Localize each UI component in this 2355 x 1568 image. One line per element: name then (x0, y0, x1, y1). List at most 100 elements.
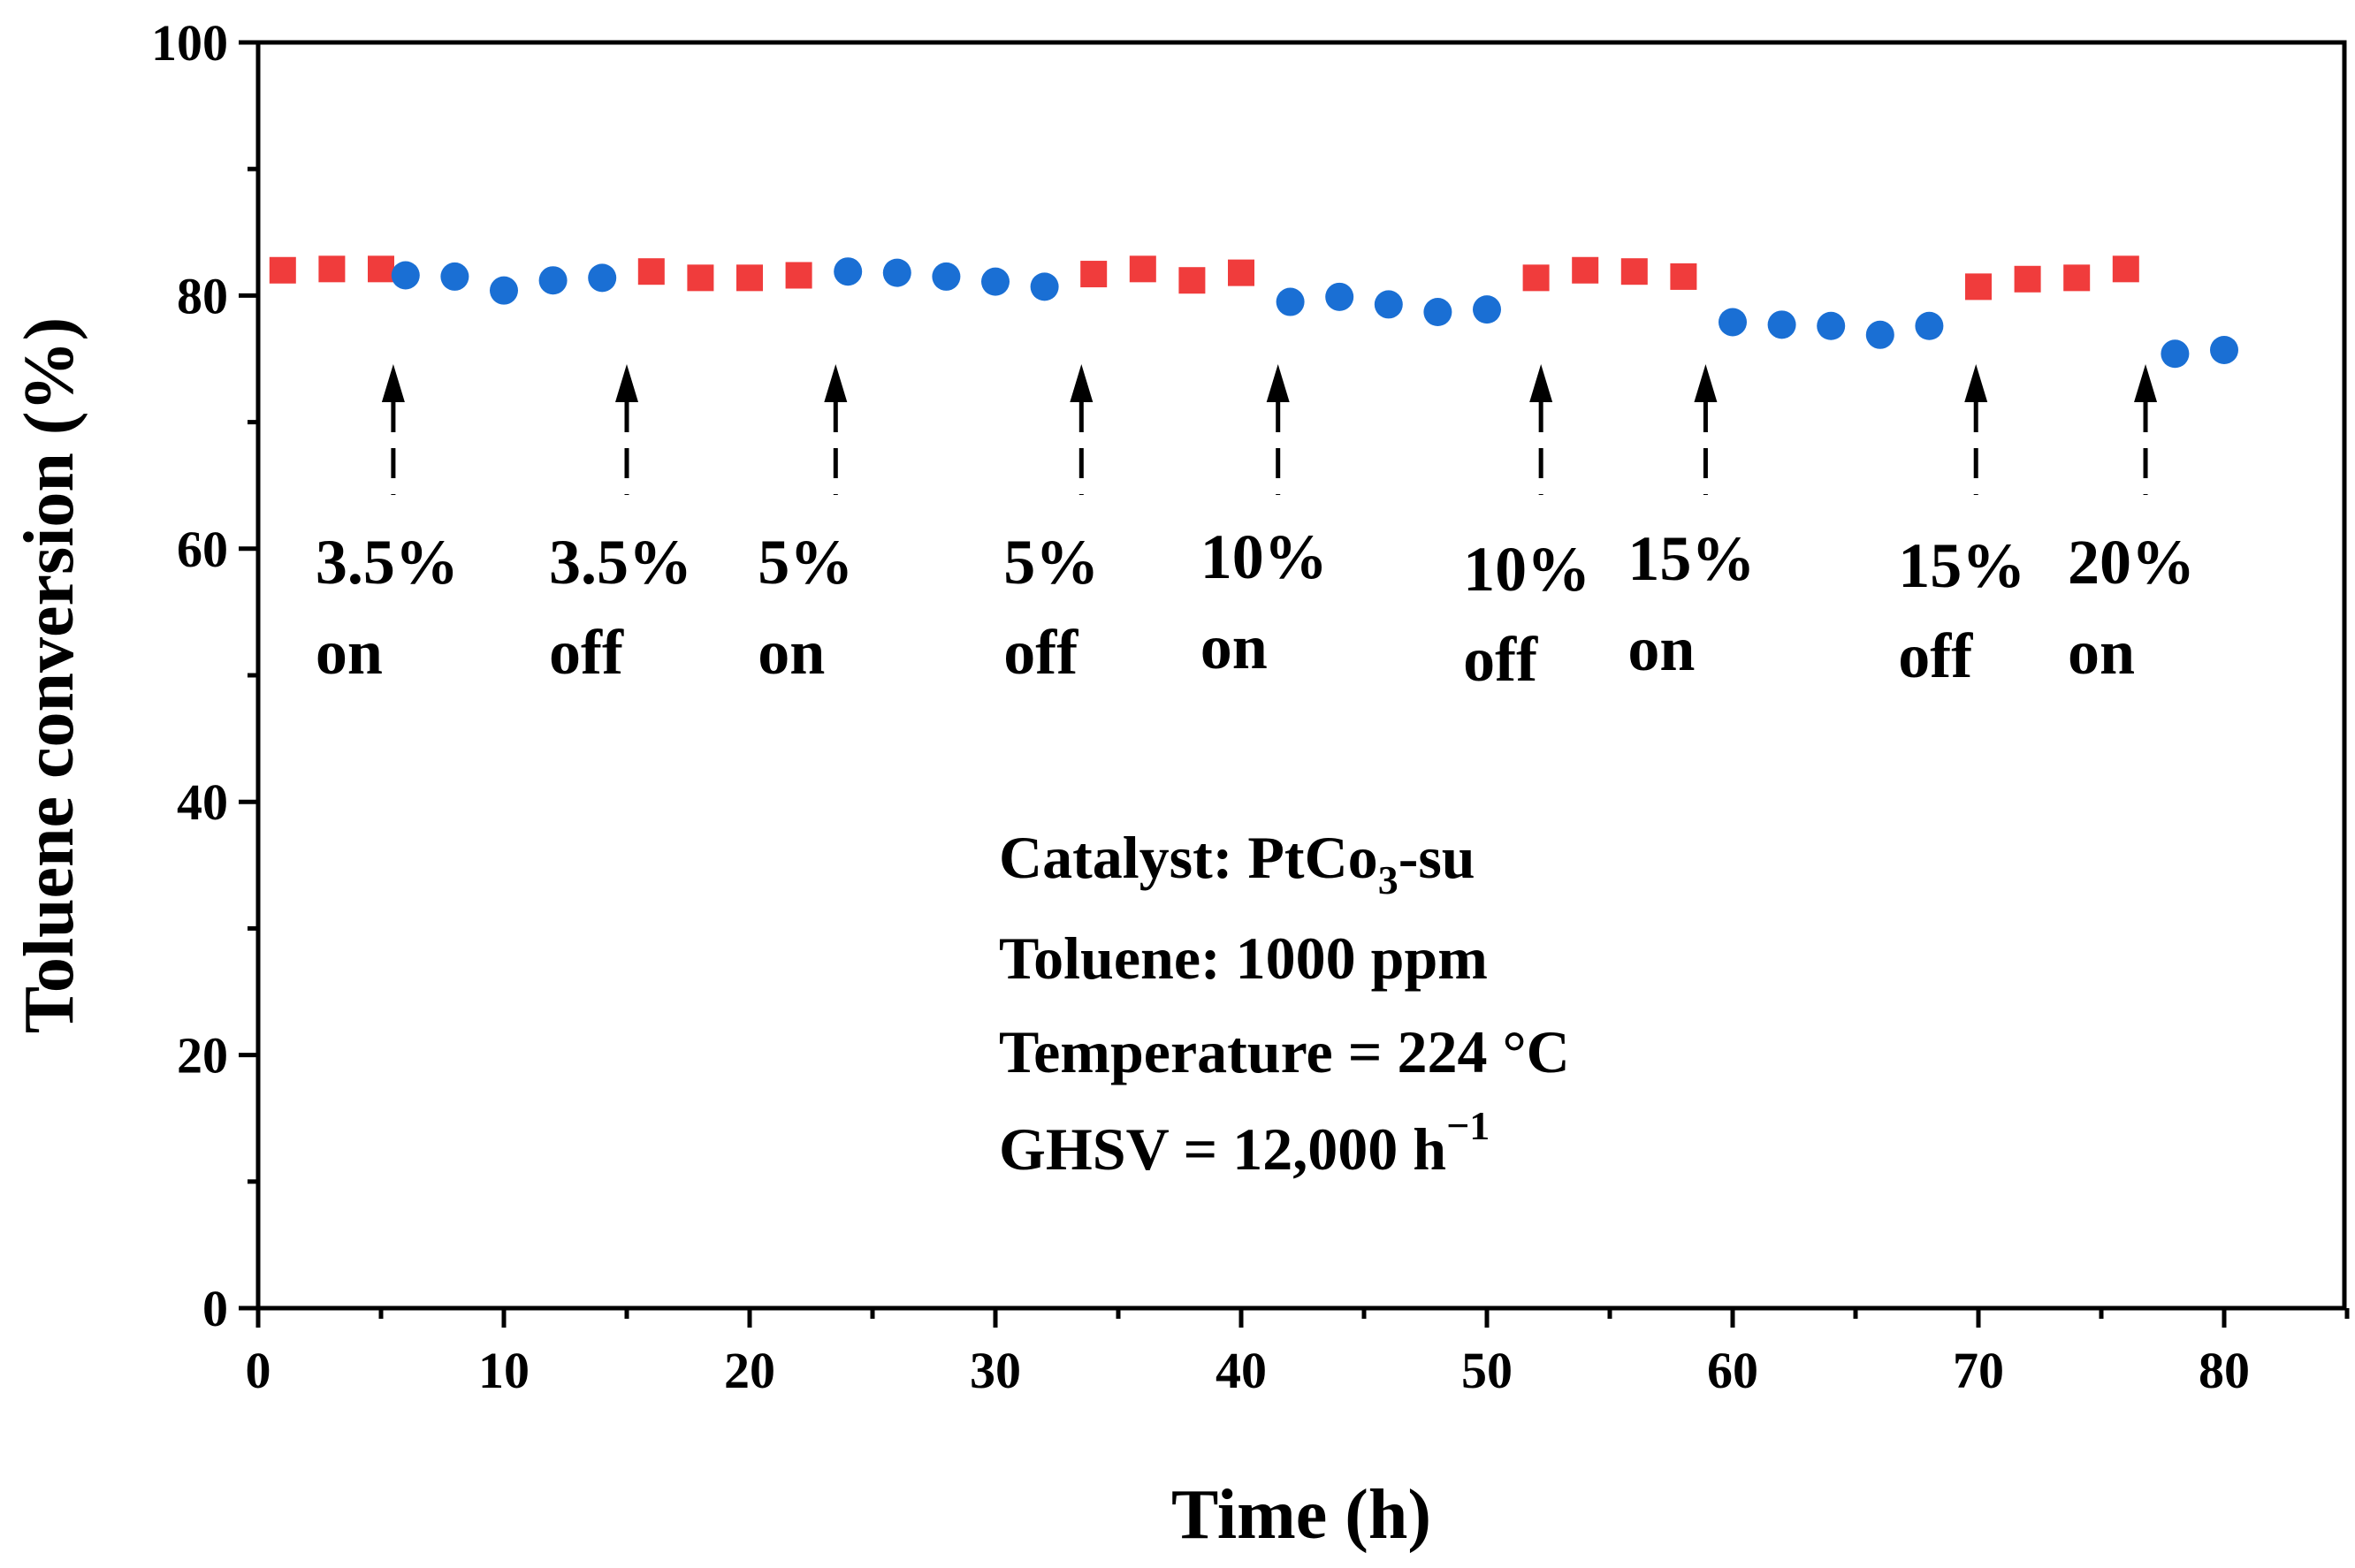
square-point (2063, 264, 2091, 292)
circle-point (490, 276, 518, 305)
annotation-line1: 3.5% (549, 527, 692, 598)
annotation-line2: off (1898, 620, 1973, 691)
annotation-6: 10% off (1463, 364, 1590, 695)
annotation-line2: on (758, 617, 825, 688)
annotation-1: 3.5% on (316, 364, 459, 688)
x-tick-label: 80 (2199, 1342, 2250, 1399)
square-point (1620, 258, 1648, 285)
square-point (1670, 263, 1697, 290)
x-tick-label: 50 (1461, 1342, 1513, 1399)
circle-point (1276, 287, 1305, 316)
catalyst-prefix: Catalyst: PtCo (999, 824, 1378, 891)
y-axis-title: Toluene conversion (%) (11, 317, 88, 1033)
annotation-5: 10% on (1200, 364, 1328, 682)
ghsv-label: GHSV = 12,000 h−1 (999, 1103, 1490, 1183)
annotation-7: 15% on (1627, 364, 1755, 684)
circle-point (1817, 311, 1846, 340)
toluene-label: Toluene: 1000 ppm (999, 925, 1488, 992)
annotation-line1: 5% (758, 527, 853, 598)
catalyst-suffix: -su (1399, 824, 1475, 891)
square-point (1178, 267, 1206, 294)
square-point (1522, 264, 1550, 292)
catalyst-subscript: 3 (1378, 857, 1399, 902)
series-circles (391, 257, 2238, 369)
y-tick-label: 60 (177, 521, 228, 578)
x-tick-label: 10 (478, 1342, 530, 1399)
annotation-line2: off (1463, 624, 1538, 695)
circle-point (588, 263, 617, 293)
y-tick-label: 100 (151, 14, 228, 72)
annotation-line1: 3.5% (316, 527, 459, 598)
annotation-arrowhead (1529, 364, 1553, 402)
square-point (318, 255, 346, 283)
circle-point (2161, 339, 2190, 369)
circle-point (932, 262, 961, 291)
annotation-line2: on (1627, 613, 1695, 684)
annotation-line2: on (2068, 617, 2135, 688)
circle-point (882, 258, 911, 287)
annotation-arrowhead (1694, 364, 1718, 402)
y-tick-label: 40 (177, 773, 228, 831)
annotation-arrowhead (824, 364, 848, 402)
square-point (2112, 255, 2139, 283)
annotation-3: 5% on (758, 364, 853, 688)
circle-point (981, 267, 1010, 296)
annotation-line1: 10% (1200, 521, 1328, 592)
annotation-line2: on (316, 617, 383, 688)
square-point (637, 258, 665, 285)
series-squares (269, 255, 2139, 301)
circle-point (1767, 310, 1796, 339)
x-tick-label: 70 (1953, 1342, 2004, 1399)
annotation-arrowhead (2134, 364, 2158, 402)
y-tick-label: 20 (177, 1027, 228, 1085)
circle-point (1865, 320, 1894, 349)
x-tick-label: 30 (970, 1342, 1021, 1399)
square-point (736, 264, 763, 292)
annotation-arrowhead (381, 364, 405, 402)
x-tick-label: 0 (246, 1342, 271, 1399)
x-axis-title: Time (h) (1171, 1476, 1431, 1554)
circle-point (440, 262, 469, 291)
square-point (785, 262, 812, 289)
circle-point (1915, 311, 1944, 340)
annotation-9: 20% on (2068, 364, 2195, 688)
circle-point (1423, 298, 1452, 327)
square-point (2014, 265, 2041, 293)
square-point (1129, 255, 1156, 283)
annotation-4: 5% off (1003, 364, 1099, 688)
y-tick-label: 0 (202, 1280, 228, 1337)
axis-tick-labels: 0 10 20 30 40 50 60 70 80 0 20 40 60 80 100 (151, 14, 2250, 1399)
square-point (269, 256, 296, 284)
x-tick-label: 60 (1707, 1342, 1758, 1399)
circle-point (1325, 282, 1354, 311)
x-tick-label: 40 (1216, 1342, 1267, 1399)
y-tick-label: 80 (177, 267, 228, 324)
circle-point (1030, 272, 1059, 301)
circle-point (1719, 308, 1747, 337)
annotation-line2: off (549, 617, 624, 688)
event-annotations: 3.5%on3.5%off5%on5%off10%on10%off15%on15… (316, 364, 2195, 695)
annotation-arrowhead (1266, 364, 1290, 402)
circle-point (834, 257, 863, 286)
catalyst-label: Catalyst: PtCo3-su (999, 824, 1475, 902)
annotation-2: 3.5% off (549, 364, 692, 688)
x-tick-label: 20 (724, 1342, 775, 1399)
annotation-line1: 5% (1003, 527, 1099, 598)
annotation-line1: 20% (2068, 527, 2195, 598)
ghsv-superscript: −1 (1446, 1103, 1490, 1148)
circle-point (2210, 335, 2238, 364)
annotation-arrowhead (1964, 364, 1988, 402)
conditions-box: Catalyst: PtCo3-su Toluene: 1000 ppm Tem… (999, 824, 1570, 1183)
ghsv-main: GHSV = 12,000 h (999, 1115, 1446, 1183)
square-point (368, 255, 394, 283)
square-point (1228, 259, 1254, 286)
annotation-line1: 15% (1898, 530, 2025, 601)
annotation-arrowhead (615, 364, 638, 402)
circle-point (1374, 290, 1403, 319)
data-points (269, 255, 2238, 369)
square-point (1080, 261, 1108, 288)
square-point (1572, 256, 1599, 284)
circle-point (391, 261, 420, 290)
